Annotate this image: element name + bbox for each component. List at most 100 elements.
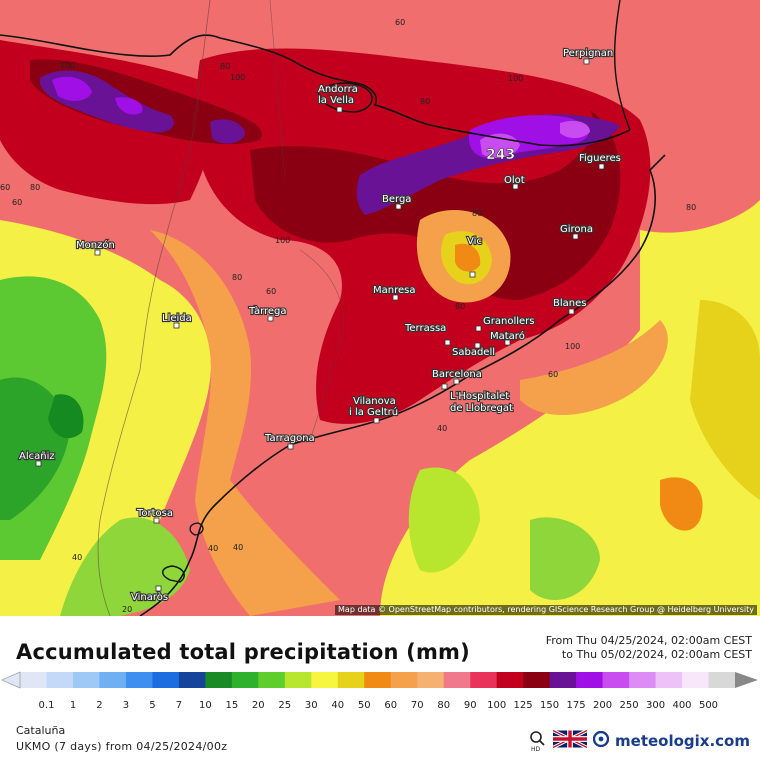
legend-tick-label: 25 xyxy=(278,700,291,711)
contour-label: 100 xyxy=(508,74,523,83)
contour-label: 40 xyxy=(208,544,218,553)
city-label: L'Hospitalet xyxy=(450,391,509,402)
legend-tick-label: 10 xyxy=(199,700,212,711)
svg-text:HD: HD xyxy=(531,746,541,752)
contour-label: 20 xyxy=(122,605,132,614)
city-label: Tàrrega xyxy=(248,305,287,317)
legend-tick-label: 90 xyxy=(464,700,477,711)
legend-tick-label: 175 xyxy=(567,700,586,711)
legend-swatch xyxy=(205,672,233,688)
contour-label: 40 xyxy=(437,424,447,433)
legend-swatch xyxy=(655,672,683,688)
legend-tick-label: 3 xyxy=(123,700,129,711)
city-label: Vilanova xyxy=(353,396,396,407)
contour-labels: 100 80 60 80 100 80 100 60 100 80 80 60 … xyxy=(0,0,696,614)
legend-swatch xyxy=(576,672,604,688)
legend-tick-label: 5 xyxy=(149,700,155,711)
legend-swatch xyxy=(125,672,153,688)
city-label: Andorra xyxy=(318,84,358,95)
legend-tick-label: 0.1 xyxy=(39,700,55,711)
city-label: la Vella xyxy=(318,95,354,106)
uk-flag-icon[interactable] xyxy=(552,728,588,752)
legend-swatch xyxy=(20,672,47,688)
city-label: Tortosa xyxy=(136,508,173,519)
city-label: Perpignan xyxy=(563,48,613,59)
date-to: to Thu 05/02/2024, 02:00am CEST xyxy=(561,648,752,661)
legend-tick-label: 60 xyxy=(384,700,397,711)
legend-tick-label: 250 xyxy=(620,700,639,711)
legend-swatch xyxy=(443,672,471,688)
city-label: Barcelona xyxy=(432,369,482,380)
city-label: i la Geltrú xyxy=(349,406,398,418)
contour-label: 60 xyxy=(266,287,276,296)
legend-swatch xyxy=(258,672,286,688)
legend-tick-label: 150 xyxy=(540,700,559,711)
legend-tick-label: 7 xyxy=(176,700,182,711)
legend-tick-label: 200 xyxy=(593,700,612,711)
legend-arrow-left xyxy=(1,671,21,689)
chart-title: Accumulated total precipitation (mm) xyxy=(16,640,470,664)
city-label: Manresa xyxy=(373,285,415,296)
legend-swatch xyxy=(390,672,418,688)
city-label: Monzón xyxy=(76,239,115,251)
meteologix-logo-icon xyxy=(592,730,610,751)
contour-label: 80 xyxy=(420,97,430,106)
legend-swatch xyxy=(629,672,657,688)
city-label: Berga xyxy=(382,194,411,205)
city-label: Girona xyxy=(560,224,593,235)
contour-label: 100 xyxy=(230,73,245,82)
legend-tick-label: 400 xyxy=(672,700,691,711)
legend-arrow-right xyxy=(735,672,758,688)
contour-label: 60 xyxy=(12,198,22,207)
hd-search-icon[interactable]: HD xyxy=(529,730,547,753)
city-label: Mataró xyxy=(490,330,525,342)
contour-label: 100 xyxy=(565,342,580,351)
contour-label: 80 xyxy=(30,183,40,192)
legend-tick-label: 20 xyxy=(252,700,265,711)
legend-swatch xyxy=(602,672,630,688)
legend-tick-label: 70 xyxy=(411,700,424,711)
peak-value-label: 243 xyxy=(486,147,515,163)
legend-tick-label: 2 xyxy=(96,700,102,711)
legend-swatch xyxy=(523,672,551,688)
precipitation-map[interactable]: 243 100 80 60 80 100 80 100 60 100 80 80… xyxy=(0,0,760,616)
legend-tick-label: 80 xyxy=(437,700,450,711)
color-legend: 0.1 1 2 3 5 7 10 15 20 25 30 40 50 60 70 80 90 100 125 150 1… xyxy=(1,671,758,711)
legend-swatch xyxy=(178,672,206,688)
city-label: Blanes xyxy=(553,298,586,309)
city-label: Sabadell xyxy=(452,347,495,358)
contour-label: 80 xyxy=(220,62,230,71)
legend-tick-label: 300 xyxy=(646,700,665,711)
legend-tick-label: 125 xyxy=(514,700,533,711)
model-label: UKMO (7 days) from 04/25/2024/00z xyxy=(16,740,228,753)
contour-label: 100 xyxy=(275,236,290,245)
brand-name[interactable]: meteologix.com xyxy=(615,732,750,750)
legend-tick-label: 500 xyxy=(699,700,718,711)
legend-swatch xyxy=(364,672,392,688)
region-label: Cataluña xyxy=(16,724,66,737)
city-label: Terrassa xyxy=(404,323,446,334)
legend-swatch xyxy=(99,672,127,688)
legend-swatch xyxy=(72,672,100,688)
legend-tick-label: 15 xyxy=(226,700,239,711)
legend-tick-label: 40 xyxy=(331,700,344,711)
contour-label: 60 xyxy=(548,370,558,379)
contour-label: 40 xyxy=(233,543,243,552)
city-label: Olot xyxy=(504,175,525,186)
legend-swatch xyxy=(284,672,312,688)
contour-label: 80 xyxy=(472,209,482,218)
city-label: Vinaròs xyxy=(131,591,168,603)
legend-swatch xyxy=(231,672,259,688)
contour-label: 40 xyxy=(72,553,82,562)
city-label: Figueres xyxy=(579,153,621,164)
legend-tick-label: 100 xyxy=(487,700,506,711)
legend-tick-label: 30 xyxy=(305,700,318,711)
city-label: Granollers xyxy=(483,316,534,327)
legend-swatch xyxy=(417,672,445,688)
legend-tick-label: 50 xyxy=(358,700,371,711)
contour-label: 60 xyxy=(0,183,10,192)
legend-swatch xyxy=(682,672,710,688)
city-label: Vic xyxy=(467,236,482,247)
city-markers: Perpignan Andorra la Vella Figueres Olot… xyxy=(18,47,622,604)
legend-swatch xyxy=(152,672,180,688)
